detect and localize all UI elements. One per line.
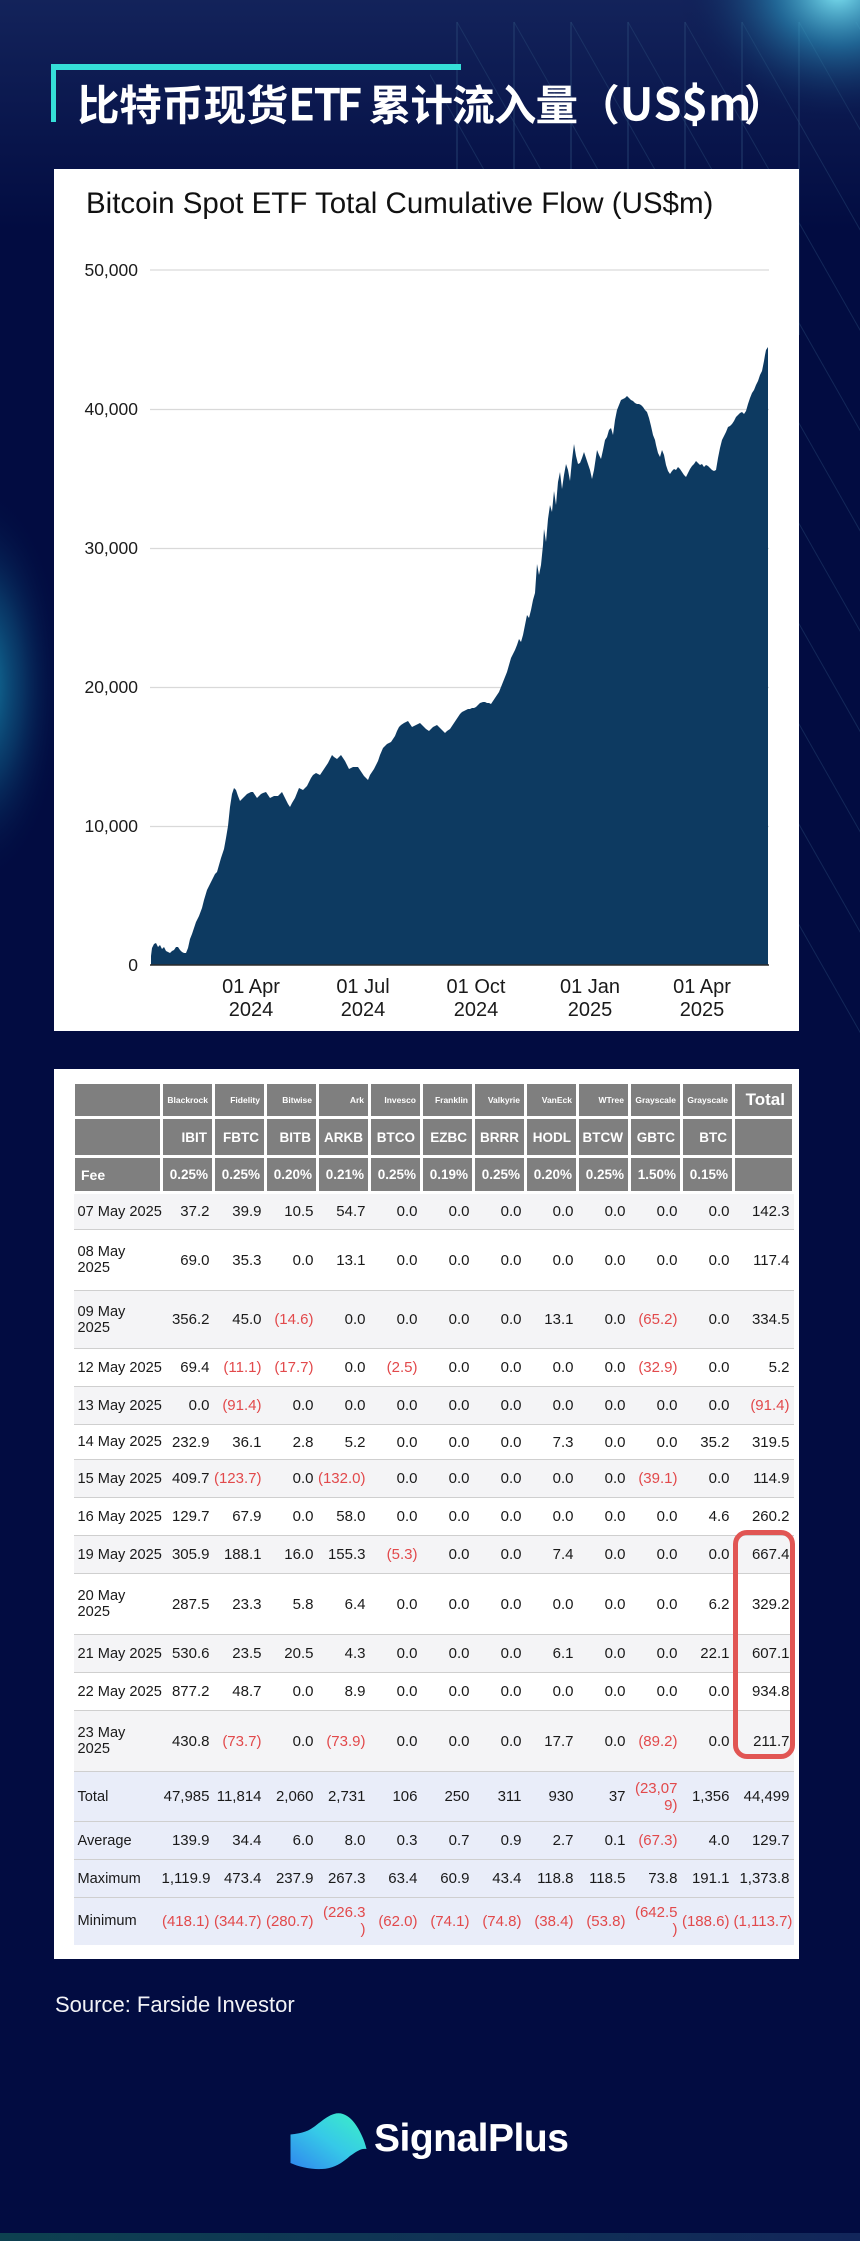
svg-text:2025: 2025	[568, 999, 613, 1021]
svg-text:01 Apr: 01 Apr	[222, 976, 280, 998]
svg-text:40,000: 40,000	[84, 399, 138, 419]
svg-text:Bitcoin Spot ETF Total Cumulat: Bitcoin Spot ETF Total Cumulative Flow (…	[86, 187, 713, 220]
svg-text:2025: 2025	[680, 999, 725, 1021]
svg-text:01 Oct: 01 Oct	[447, 976, 506, 998]
svg-text:2024: 2024	[454, 999, 499, 1021]
svg-text:20,000: 20,000	[84, 677, 138, 697]
svg-text:01 Apr: 01 Apr	[673, 976, 731, 998]
svg-text:30,000: 30,000	[84, 538, 138, 558]
svg-text:01 Jan: 01 Jan	[560, 976, 620, 998]
svg-text:01 Jul: 01 Jul	[336, 976, 389, 998]
svg-text:10,000: 10,000	[84, 816, 138, 836]
svg-text:2024: 2024	[341, 999, 386, 1021]
svg-text:50,000: 50,000	[84, 260, 138, 280]
svg-text:2024: 2024	[229, 999, 274, 1021]
svg-text:0: 0	[128, 955, 138, 975]
